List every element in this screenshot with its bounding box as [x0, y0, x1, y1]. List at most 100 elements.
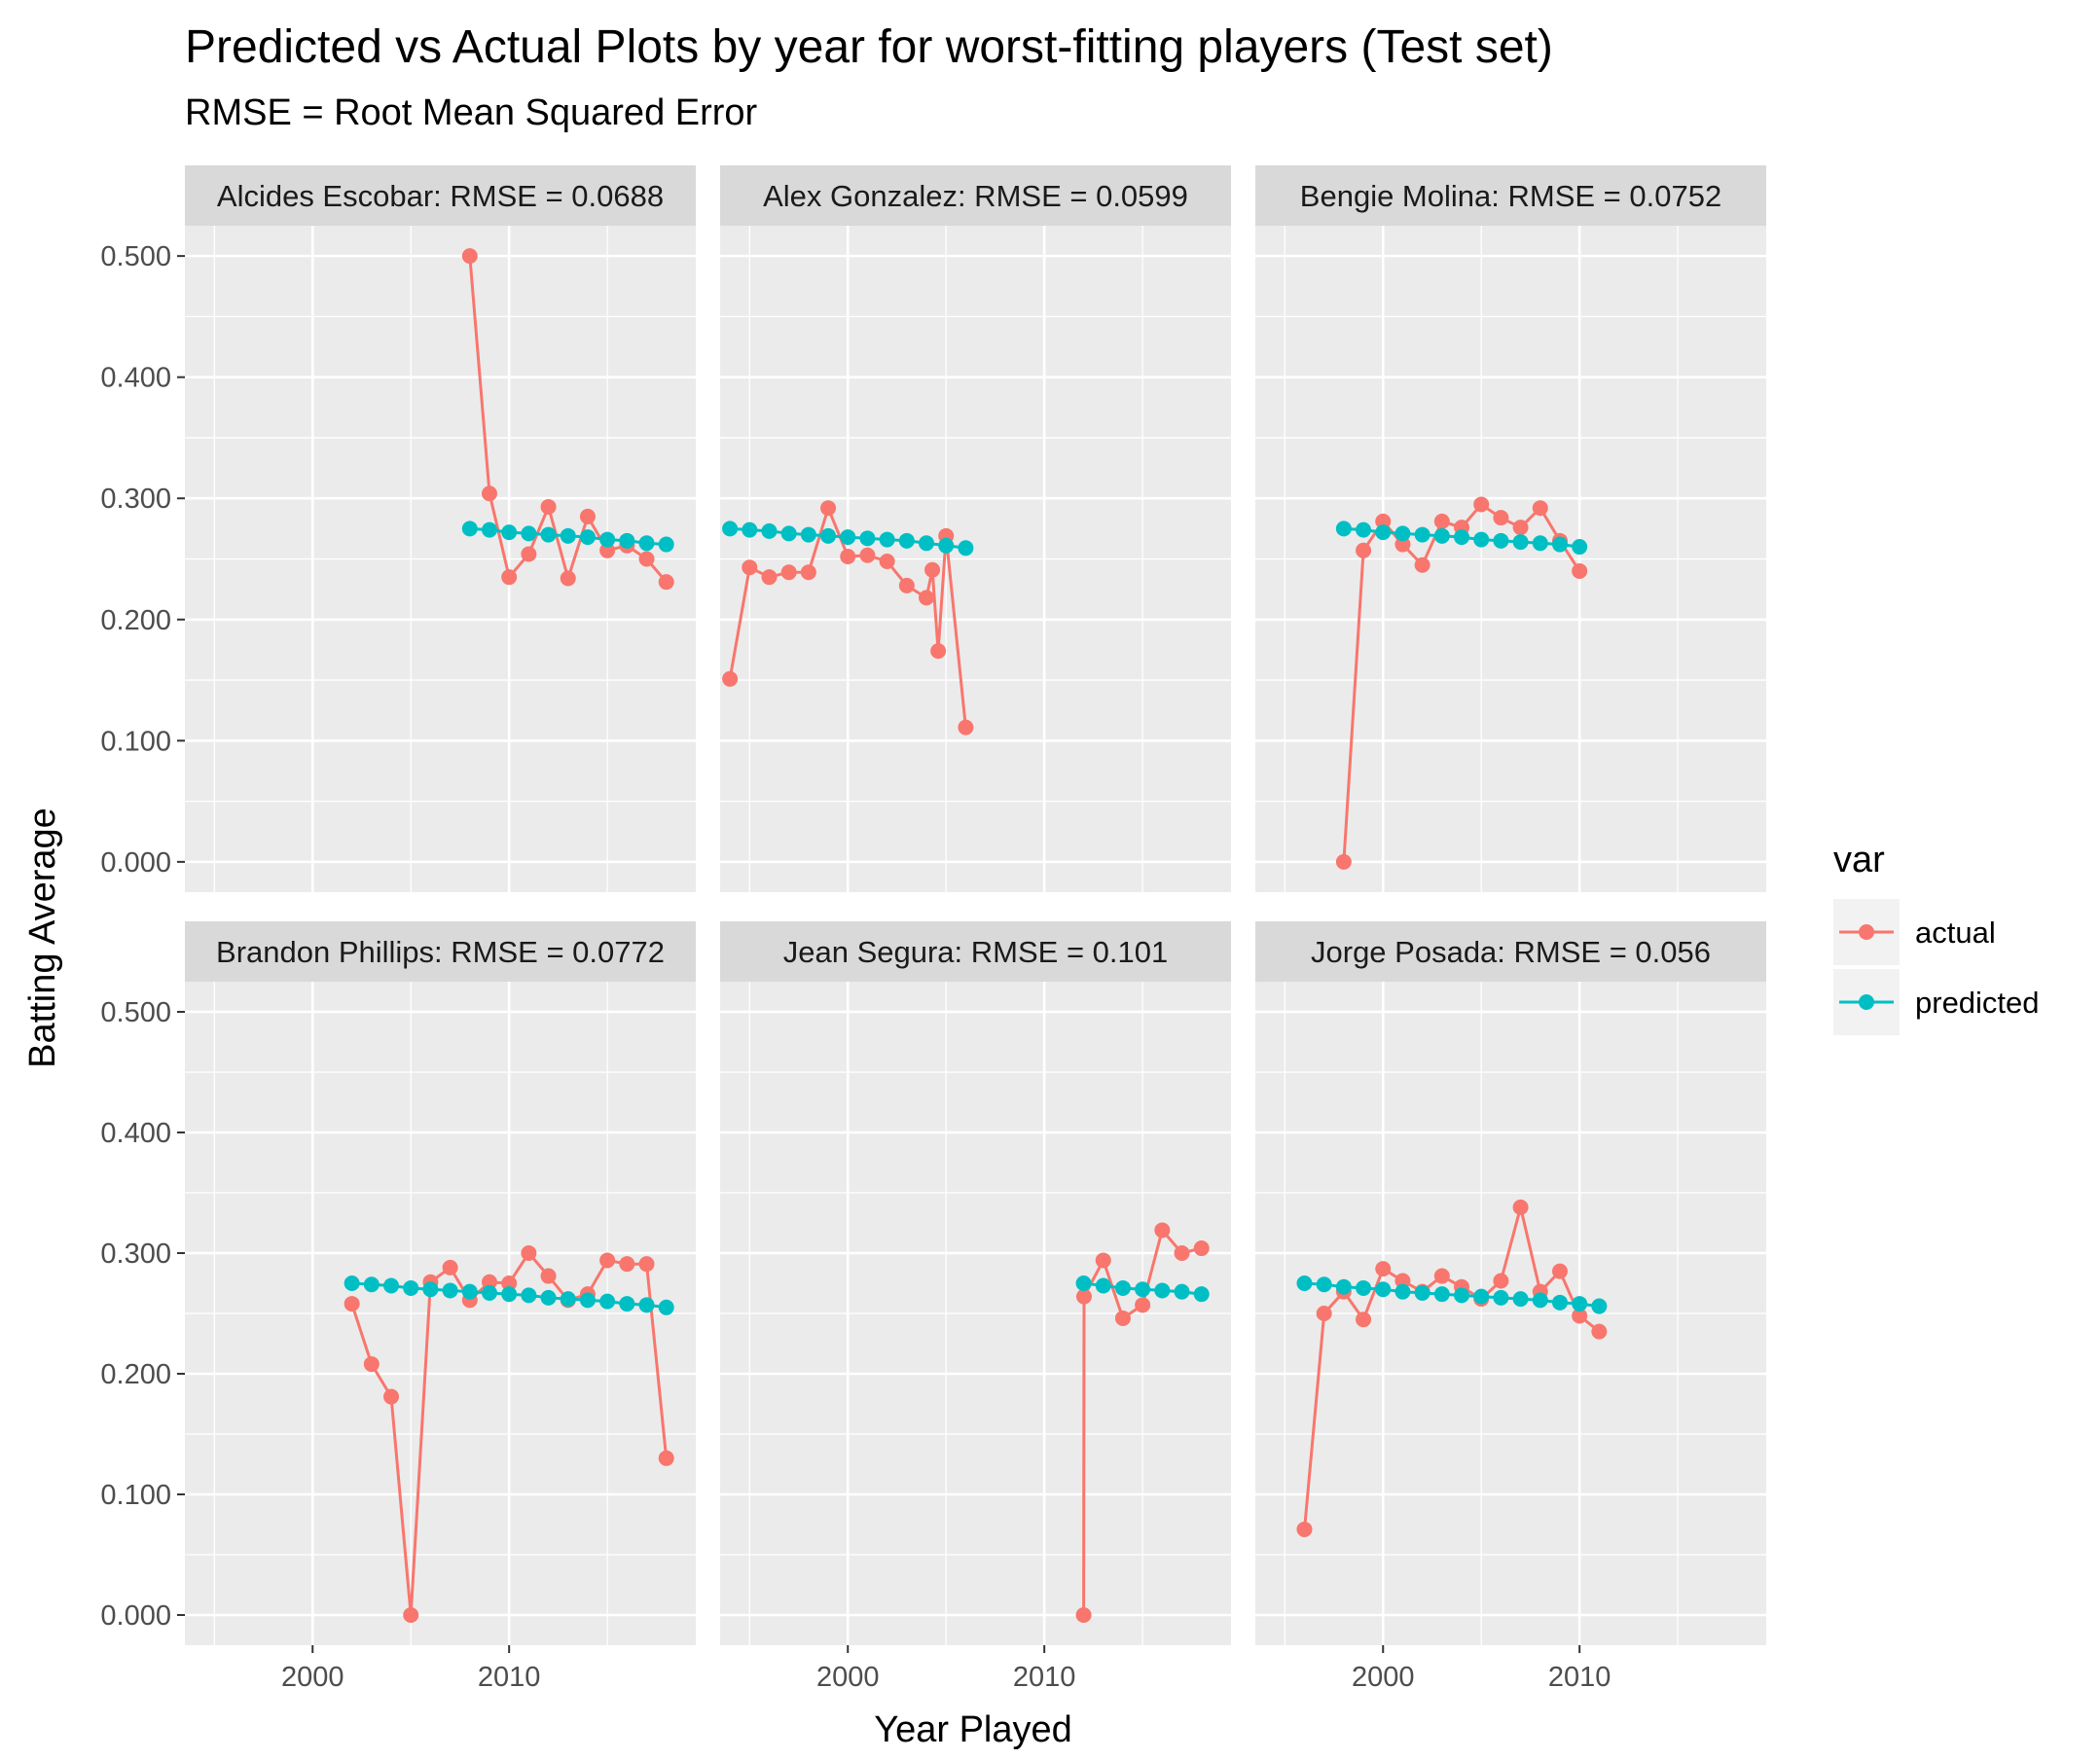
y-axis-title: Batting Average: [22, 808, 63, 1068]
data-point-predicted: [403, 1279, 419, 1296]
data-point-predicted: [1493, 1289, 1509, 1306]
data-point-predicted: [1512, 534, 1529, 551]
data-point-actual: [638, 1256, 655, 1273]
data-point-predicted: [1473, 1288, 1490, 1305]
data-point-actual: [898, 577, 915, 593]
data-point-actual: [521, 1245, 537, 1261]
data-point-actual: [1174, 1245, 1190, 1261]
x-tick-label: 2000: [1352, 1662, 1415, 1693]
data-point-actual: [1356, 1311, 1372, 1328]
data-point-predicted: [344, 1275, 360, 1291]
data-point-predicted: [579, 529, 596, 546]
facet-strip-label: Alex Gonzalez: RMSE = 0.0599: [763, 179, 1188, 213]
x-tick-label: 2010: [1013, 1662, 1076, 1693]
y-tick-label: 0.000: [100, 847, 171, 879]
data-point-actual: [442, 1259, 458, 1275]
data-point-actual: [1493, 510, 1509, 526]
data-point-predicted: [919, 535, 935, 552]
data-point-actual: [879, 553, 895, 569]
legend-key-point: [1859, 924, 1874, 940]
facet-panels: Alcides Escobar: RMSE = 0.0688 0.000 0.100…: [100, 165, 1766, 1693]
data-point-actual: [658, 1450, 674, 1466]
y-tick-label: 0.500: [100, 241, 171, 272]
data-point-predicted: [461, 521, 478, 537]
data-point-predicted: [1454, 529, 1470, 546]
data-point-predicted: [1135, 1281, 1151, 1298]
y-tick-label: 0.200: [100, 1359, 171, 1390]
data-point-actual: [930, 643, 947, 660]
legend-entry: actual: [1833, 899, 1996, 965]
data-point-actual: [1394, 536, 1411, 553]
data-point-actual: [1473, 496, 1490, 513]
facet-strip: [720, 165, 1231, 226]
data-point-actual: [1154, 1222, 1171, 1239]
data-point-actual: [722, 670, 739, 687]
series-line-actual: [1303, 1206, 1601, 1530]
data-point-predicted: [780, 525, 797, 542]
data-point-predicted: [1375, 524, 1392, 541]
data-point-predicted: [383, 1277, 400, 1294]
data-point-actual: [1335, 853, 1352, 870]
data-point-actual: [344, 1296, 360, 1312]
data-point-predicted: [859, 530, 876, 547]
data-point-actual: [579, 508, 596, 524]
data-point-actual: [540, 1268, 557, 1284]
data-point-actual: [820, 500, 837, 517]
data-point-actual: [780, 564, 797, 581]
data-point-actual: [481, 485, 497, 502]
data-point-predicted: [658, 1299, 674, 1315]
data-point-actual: [403, 1607, 419, 1623]
data-point-actual: [1433, 1268, 1450, 1284]
x-axis-title: Year Played: [874, 1709, 1072, 1750]
facet-strip-label: Alcides Escobar: RMSE = 0.0688: [217, 179, 664, 213]
data-point-predicted: [501, 1286, 518, 1303]
data-point-predicted: [1473, 531, 1490, 548]
facet-strip-label: Brandon Phillips: RMSE = 0.0772: [216, 935, 665, 969]
data-point-actual: [1433, 513, 1450, 529]
data-point-predicted: [820, 527, 837, 544]
data-point-predicted: [521, 1287, 537, 1304]
data-point-predicted: [840, 529, 856, 546]
legend: var actual predicted: [1833, 840, 2040, 1035]
data-point-predicted: [540, 526, 557, 543]
data-point-predicted: [761, 522, 778, 539]
data-point-actual: [1296, 1521, 1313, 1537]
y-tick-label: 0.100: [100, 726, 171, 757]
facet-strip: [720, 921, 1231, 982]
data-point-predicted: [1572, 1296, 1588, 1312]
data-point-predicted: [501, 524, 518, 541]
data-point-actual: [1095, 1252, 1111, 1269]
legend-label: predicted: [1915, 986, 2040, 1020]
data-point-predicted: [560, 1291, 576, 1308]
data-point-actual: [1493, 1273, 1509, 1289]
data-point-actual: [761, 569, 778, 586]
data-point-predicted: [898, 532, 915, 549]
y-tick-label: 0.300: [100, 484, 171, 515]
data-point-predicted: [560, 527, 576, 544]
y-tick-label: 0.500: [100, 997, 171, 1028]
facet-panel: Brandon Phillips: RMSE = 0.0772 0.000 0.10…: [100, 921, 696, 1693]
data-point-actual: [1572, 1308, 1588, 1324]
legend-entry: predicted: [1833, 969, 2040, 1035]
data-point-predicted: [1394, 525, 1411, 542]
data-point-actual: [560, 570, 576, 587]
data-point-actual: [1075, 1607, 1092, 1623]
data-point-actual: [383, 1388, 400, 1405]
data-point-predicted: [1414, 526, 1430, 543]
data-point-predicted: [540, 1289, 557, 1306]
data-point-actual: [540, 498, 557, 515]
data-point-predicted: [1335, 1278, 1352, 1295]
data-point-actual: [1375, 1261, 1392, 1277]
data-point-predicted: [1394, 1283, 1411, 1300]
data-point-predicted: [442, 1282, 458, 1299]
data-point-predicted: [638, 535, 655, 552]
data-point-predicted: [599, 1293, 616, 1310]
data-point-predicted: [958, 540, 974, 557]
data-point-predicted: [363, 1276, 380, 1293]
data-point-actual: [840, 549, 856, 565]
data-point-predicted: [1493, 532, 1509, 549]
data-point-predicted: [1114, 1279, 1131, 1296]
data-point-actual: [1135, 1297, 1151, 1313]
data-point-predicted: [879, 531, 895, 548]
